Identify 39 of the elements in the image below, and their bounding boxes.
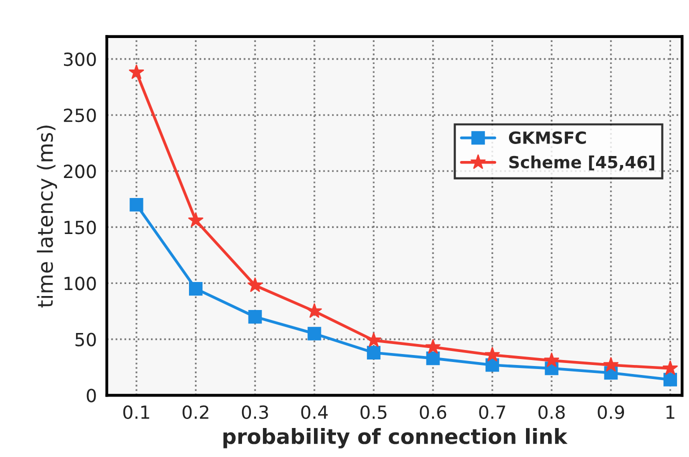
legend-label: Scheme [45,46] bbox=[509, 156, 654, 171]
point bbox=[425, 338, 441, 354]
x-axis-title: probability of connection link bbox=[223, 428, 568, 448]
point bbox=[248, 310, 262, 324]
x-tick-label: 0.1 bbox=[123, 405, 150, 420]
x-tick-label: 0.6 bbox=[420, 405, 446, 420]
point bbox=[188, 212, 204, 228]
point bbox=[366, 332, 382, 348]
y-tick-label: 0 bbox=[86, 388, 96, 402]
point bbox=[426, 352, 440, 366]
point bbox=[544, 352, 560, 368]
y-tick-label: 100 bbox=[64, 276, 96, 290]
x-tick-label: 0.8 bbox=[538, 405, 565, 420]
point bbox=[486, 358, 500, 372]
point bbox=[308, 326, 322, 340]
point bbox=[663, 372, 678, 386]
x-tick-label: 0.4 bbox=[301, 405, 328, 420]
x-tick-label: 0.2 bbox=[182, 405, 208, 420]
y-tick-label: 150 bbox=[64, 220, 96, 234]
x-tick-label: 0.9 bbox=[598, 405, 624, 420]
x-tick-label: 0.7 bbox=[479, 405, 506, 420]
x-tick-label: 1 bbox=[666, 406, 674, 419]
legend-label: GKMSFC bbox=[508, 131, 586, 144]
point bbox=[128, 64, 144, 80]
point bbox=[130, 198, 144, 212]
y-tick-label: 200 bbox=[64, 164, 96, 178]
y-tick-label: 250 bbox=[64, 108, 96, 122]
point bbox=[247, 277, 263, 292]
x-tick-label: 0.5 bbox=[360, 405, 386, 420]
x-tick-label: 0.3 bbox=[242, 405, 268, 420]
y-axis-title: time latency (ms) bbox=[36, 126, 58, 308]
point bbox=[603, 356, 619, 372]
point bbox=[366, 346, 380, 360]
point bbox=[484, 346, 500, 362]
point bbox=[306, 303, 322, 318]
point bbox=[188, 282, 203, 296]
y-tick-label: 300 bbox=[64, 52, 96, 66]
y-tick-label: 50 bbox=[75, 332, 96, 346]
point bbox=[662, 360, 678, 376]
